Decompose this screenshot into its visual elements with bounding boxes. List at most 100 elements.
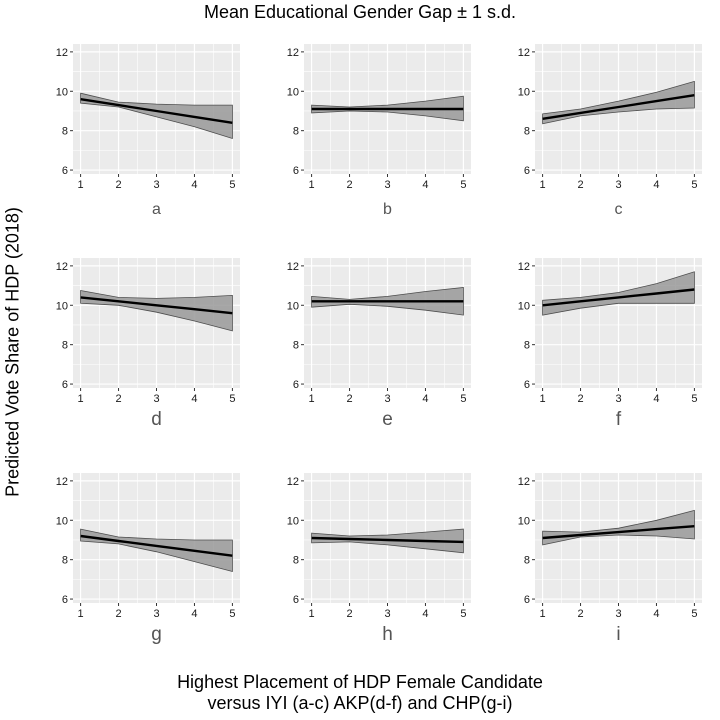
x-tick-label: 4 — [191, 608, 197, 620]
fitted-line — [542, 288, 695, 307]
y-tick-label: 12 — [287, 47, 299, 59]
x-tick-label: 4 — [422, 608, 428, 620]
panel-label: d — [151, 409, 162, 430]
y-tick-label: 10 — [287, 86, 299, 98]
fitted-line — [80, 296, 233, 315]
x-tick-label: 4 — [422, 179, 428, 191]
y-tick-label: 12 — [56, 47, 68, 59]
y-tick-label: 12 — [56, 261, 68, 273]
x-tick-label: 1 — [540, 179, 546, 191]
x-tick-label: 4 — [191, 393, 197, 405]
x-tick-label: 2 — [346, 608, 352, 620]
fitted-line — [542, 94, 695, 120]
x-tick-label: 5 — [691, 608, 697, 620]
y-tick-label: 6 — [293, 594, 299, 606]
y-tick-label: 12 — [287, 476, 299, 488]
x-tick-label: 3 — [153, 393, 159, 405]
y-tick-label: 12 — [518, 476, 530, 488]
x-tick-label: 1 — [78, 179, 84, 191]
confidence-band — [542, 509, 695, 546]
x-tick-label: 4 — [191, 179, 197, 191]
y-tick-label: 6 — [293, 165, 299, 177]
x-tick-label: 2 — [577, 393, 583, 405]
x-tick-label: 1 — [309, 608, 315, 620]
y-tick-label: 8 — [62, 126, 68, 138]
y-tick-label: 6 — [62, 165, 68, 177]
x-tick-label: 3 — [384, 179, 390, 191]
x-tick-label: 2 — [115, 393, 121, 405]
y-tick-label: 6 — [524, 594, 530, 606]
y-tick-label: 6 — [524, 165, 530, 177]
x-tick-label: 2 — [115, 608, 121, 620]
panel-label: b — [383, 201, 392, 218]
y-tick-label: 10 — [287, 300, 299, 312]
x-tick-label: 2 — [115, 179, 121, 191]
x-tick-label: 3 — [153, 608, 159, 620]
x-axis-label: Highest Placement of HDP Female Candidat… — [0, 672, 720, 714]
y-tick-label: 10 — [56, 515, 68, 527]
y-tick-label: 8 — [524, 340, 530, 352]
x-tick-label: 3 — [615, 393, 621, 405]
x-tick-label: 4 — [653, 179, 659, 191]
x-tick-label: 4 — [653, 393, 659, 405]
y-tick-label: 10 — [56, 300, 68, 312]
x-tick-label: 2 — [346, 393, 352, 405]
fitted-line — [80, 98, 233, 124]
x-tick-label: 1 — [78, 608, 84, 620]
x-axis-label-line-1: Highest Placement of HDP Female Candidat… — [177, 672, 543, 692]
y-tick-label: 8 — [62, 555, 68, 567]
fitted-line — [542, 525, 695, 540]
y-tick-label: 8 — [293, 126, 299, 138]
y-tick-label: 10 — [518, 300, 530, 312]
x-tick-label: 3 — [615, 179, 621, 191]
x-tick-label: 5 — [460, 393, 466, 405]
x-tick-label: 4 — [422, 393, 428, 405]
x-axis-label-line-2: versus IYI (a-c) AKP(d-f) and CHP(g-i) — [207, 693, 513, 713]
y-tick-label: 12 — [56, 476, 68, 488]
fitted-line — [80, 534, 233, 557]
x-tick-label: 2 — [577, 608, 583, 620]
chart-title: Mean Educational Gender Gap ± 1 s.d. — [203, 2, 517, 22]
x-tick-label: 4 — [653, 608, 659, 620]
y-tick-label: 10 — [518, 515, 530, 527]
x-tick-label: 2 — [346, 179, 352, 191]
x-tick-label: 5 — [460, 179, 466, 191]
y-tick-label: 8 — [293, 340, 299, 352]
confidence-band — [80, 528, 233, 573]
y-tick-label: 6 — [62, 594, 68, 606]
y-tick-label: 10 — [518, 86, 530, 98]
x-tick-label: 2 — [577, 179, 583, 191]
x-tick-label: 5 — [229, 179, 235, 191]
x-tick-label: 5 — [460, 608, 466, 620]
panel-label: e — [382, 409, 393, 430]
confidence-band — [542, 271, 695, 316]
y-tick-label: 10 — [287, 515, 299, 527]
y-tick-label: 6 — [62, 379, 68, 391]
x-tick-label: 1 — [540, 608, 546, 620]
panel-label: f — [616, 409, 622, 430]
x-tick-label: 1 — [309, 179, 315, 191]
panel-label: i — [616, 624, 620, 645]
y-tick-label: 12 — [518, 47, 530, 59]
x-tick-label: 5 — [691, 179, 697, 191]
y-tick-label: 10 — [56, 86, 68, 98]
y-tick-label: 8 — [62, 340, 68, 352]
panel-label: a — [152, 201, 161, 218]
panel-label: h — [382, 624, 393, 645]
y-tick-label: 12 — [518, 261, 530, 273]
panel-label: g — [151, 624, 162, 645]
y-tick-label: 6 — [524, 379, 530, 391]
x-tick-label: 5 — [691, 393, 697, 405]
x-tick-label: 1 — [540, 393, 546, 405]
x-tick-label: 3 — [615, 608, 621, 620]
x-tick-label: 3 — [153, 179, 159, 191]
y-tick-label: 8 — [524, 126, 530, 138]
